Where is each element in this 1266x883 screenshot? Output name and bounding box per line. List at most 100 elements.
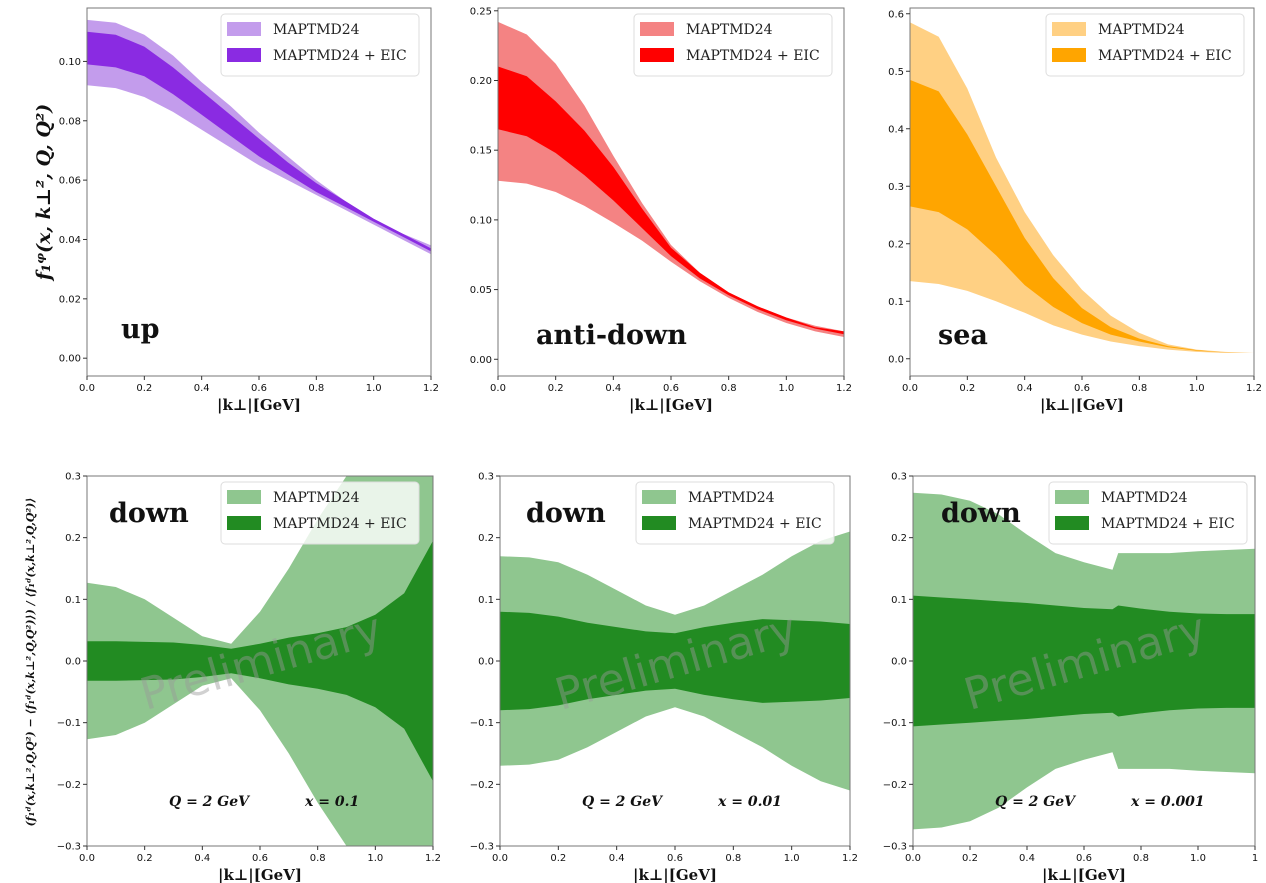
x-tick-label: 0.6 xyxy=(1076,853,1092,864)
panel-label: down xyxy=(109,498,189,529)
band-maptmd24-eic xyxy=(87,540,433,782)
x-tick-label: 1.2 xyxy=(423,383,439,394)
y-tick-label: 0.1 xyxy=(888,297,904,308)
y-tick-label: 0.1 xyxy=(65,595,81,606)
kinematics-q: Q = 2 GeV xyxy=(582,794,664,810)
panel-label: down xyxy=(941,498,1021,529)
legend: MAPTMD24 MAPTMD24 + EIC xyxy=(635,481,835,545)
bands xyxy=(913,492,1255,830)
x-tick-label: 0.4 xyxy=(1017,383,1033,394)
legend-swatch xyxy=(227,48,261,62)
x-axis-label: |k⊥|[GeV] xyxy=(629,396,713,414)
y-tick-label: −0.1 xyxy=(470,718,494,729)
band-maptmd24-eic xyxy=(913,595,1255,727)
kinematics-x: x = 0.1 xyxy=(304,794,359,810)
legend: MAPTMD24 MAPTMD24 + EIC xyxy=(1048,481,1248,545)
panel-1: 0.0 0.2 0.4 0.6 0.8 1.0 1.2 0.00 0.02 0.04 0.06 0.0… xyxy=(59,7,439,414)
x-tick-label: 0.8 xyxy=(308,383,324,394)
y-axis-label-bottom: (f₁ᵈ(x,k⊥²,Q,Q²) − ⟨f₁ᵈ(x,k⊥²,Q,Q²)⟩) / … xyxy=(24,498,37,827)
legend: MAPTMD24 MAPTMD24 + EIC xyxy=(220,13,420,77)
y-tick-label: 0.08 xyxy=(59,116,81,127)
legend-label: MAPTMD24 + EIC xyxy=(688,516,822,532)
y-tick-label: 0.3 xyxy=(478,472,494,483)
y-tick-label: 0.3 xyxy=(65,472,81,483)
legend: MAPTMD24 MAPTMD24 + EIC xyxy=(220,481,420,545)
legend: MAPTMD24 MAPTMD24 + EIC xyxy=(633,13,833,77)
x-tick-label: 0.0 xyxy=(490,383,506,394)
legend-box xyxy=(220,481,420,545)
legend-box xyxy=(1045,13,1245,77)
x-axis-label: |k⊥|[GeV] xyxy=(1042,866,1126,883)
y-tick-label: −0.1 xyxy=(57,718,81,729)
x-tick-label: 1.0 xyxy=(1190,853,1206,864)
y-tick-label: −0.3 xyxy=(470,842,494,853)
panel-4: 0.0 0.2 0.4 0.6 0.8 1.0 1.2 −0.3 −0.2 −0.1 0.0 0.1 0… xyxy=(57,472,441,883)
x-axis-label: |k⊥|[GeV] xyxy=(1040,396,1124,414)
y-tick-label: 0.10 xyxy=(470,215,492,226)
x-tick-label: 1.0 xyxy=(784,853,800,864)
legend-label: MAPTMD24 + EIC xyxy=(273,516,407,532)
x-tick-label: 0.6 xyxy=(251,383,267,394)
kinematics-x: x = 0.001 xyxy=(1130,794,1205,810)
y-tick-label: 0.0 xyxy=(888,354,904,365)
bands xyxy=(498,21,844,338)
panel-3: 0.0 0.2 0.4 0.6 0.8 1.0 1.2 0.0 0.1 0.2 0.3 0.4 0.5 0… xyxy=(888,7,1262,414)
y-tick-label: 0.02 xyxy=(59,294,81,305)
x-tick-label: 0.0 xyxy=(905,853,921,864)
panel-6: 0.0 0.2 0.4 0.6 0.8 1.0 1 −0.3 −0.2 −0.1 0.0 0.1 0.2… xyxy=(883,472,1258,883)
band-maptmd24-eic xyxy=(498,66,844,335)
y-tick-label: 0.04 xyxy=(59,235,81,246)
y-tick-label: 0.5 xyxy=(888,67,904,78)
legend-label: MAPTMD24 xyxy=(273,22,360,38)
x-tick-label: 1.0 xyxy=(367,853,383,864)
band-maptmd24 xyxy=(910,22,1254,354)
x-tick-label: 0.2 xyxy=(550,853,566,864)
x-tick-label: 0.4 xyxy=(609,853,625,864)
panel-5: 0.0 0.2 0.4 0.6 0.8 1.0 1.2 −0.3 −0.2 −0.1 0.0 0.1 0… xyxy=(470,472,858,883)
x-tick-label: 0.8 xyxy=(1133,853,1149,864)
y-tick-label: 0.1 xyxy=(478,595,494,606)
legend-swatch xyxy=(227,22,261,36)
y-tick-label: 0.0 xyxy=(478,657,494,668)
legend-label: MAPTMD24 xyxy=(686,22,773,38)
x-tick-label: 1.0 xyxy=(366,383,382,394)
x-axis-label: |k⊥|[GeV] xyxy=(633,866,717,883)
x-tick-label: 0.2 xyxy=(962,853,978,864)
y-tick-label: 0.2 xyxy=(478,533,494,544)
y-tick-label: 0.2 xyxy=(891,533,907,544)
y-tick-label: 0.20 xyxy=(470,76,492,87)
y-tick-label: 0.06 xyxy=(59,176,81,187)
legend-label: MAPTMD24 + EIC xyxy=(686,48,820,64)
x-tick-label: 0.8 xyxy=(721,383,737,394)
kinematics-x: x = 0.01 xyxy=(717,794,782,810)
x-tick-label: 0.4 xyxy=(605,383,621,394)
legend-swatch xyxy=(1052,22,1086,36)
legend-label: MAPTMD24 xyxy=(273,490,360,506)
kinematics-q: Q = 2 GeV xyxy=(169,794,251,810)
y-tick-label: 0.05 xyxy=(470,285,492,296)
legend-swatch xyxy=(1055,516,1089,530)
legend-box xyxy=(1048,481,1248,545)
x-tick-label: 0.0 xyxy=(79,853,95,864)
x-tick-label: 0.2 xyxy=(548,383,564,394)
y-tick-label: 0.4 xyxy=(888,124,904,135)
x-tick-label: 0.6 xyxy=(1074,383,1090,394)
panel-label: sea xyxy=(938,320,988,351)
x-tick-label: 0.8 xyxy=(1131,383,1147,394)
bands xyxy=(500,531,850,791)
legend: MAPTMD24 MAPTMD24 + EIC xyxy=(1045,13,1245,77)
y-tick-label: 0.00 xyxy=(59,354,81,365)
legend-label: MAPTMD24 xyxy=(688,490,775,506)
legend-label: MAPTMD24 xyxy=(1098,22,1185,38)
y-tick-label: −0.1 xyxy=(883,718,907,729)
legend-box xyxy=(220,13,420,77)
x-tick-label: 0.6 xyxy=(667,853,683,864)
x-tick-label: 1.2 xyxy=(836,383,852,394)
y-tick-label: 0.2 xyxy=(65,533,81,544)
x-tick-label: 0.2 xyxy=(137,853,153,864)
legend-box xyxy=(633,13,833,77)
y-tick-label: 0.0 xyxy=(891,657,907,668)
kinematics-q: Q = 2 GeV xyxy=(995,794,1077,810)
y-tick-label: 0.10 xyxy=(59,57,81,68)
